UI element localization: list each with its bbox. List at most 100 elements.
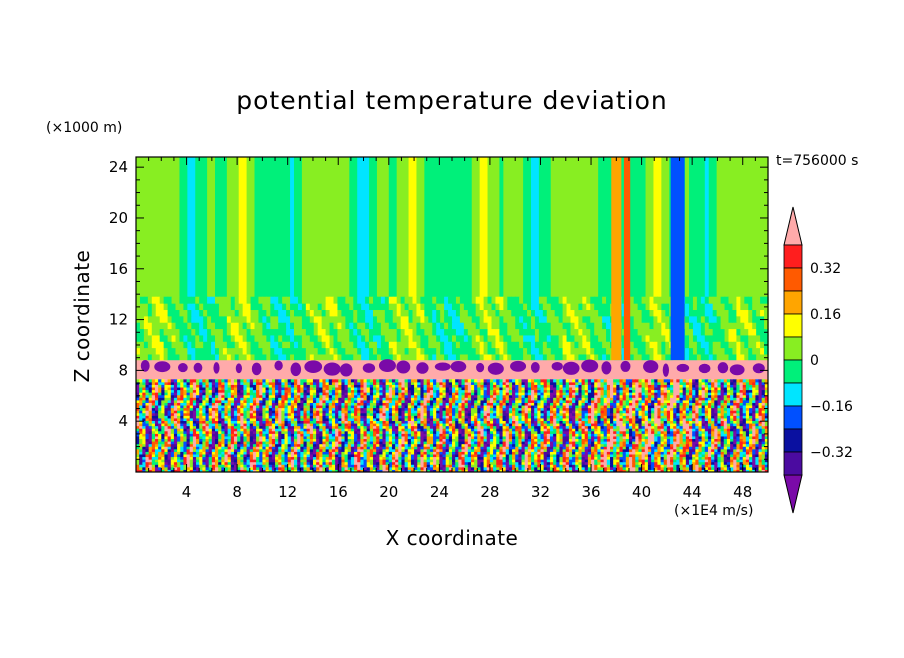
heatmap-cell — [379, 446, 383, 450]
heatmap-cell — [682, 441, 687, 445]
heatmap-cell — [505, 461, 510, 465]
heatmap-cell — [325, 469, 330, 473]
heatmap-cell — [313, 322, 319, 330]
heatmap-cell — [452, 353, 457, 361]
heatmap-cell — [158, 441, 162, 445]
heatmap-cell — [647, 453, 652, 458]
heatmap-cell — [321, 157, 327, 361]
heatmap-cell — [559, 453, 564, 458]
heatmap-cell — [764, 347, 769, 355]
heatmap-cell — [271, 451, 276, 455]
heatmap-cell — [297, 435, 301, 440]
heatmap-cell — [495, 322, 500, 330]
heatmap-cell — [203, 334, 208, 342]
heatmap-cell — [518, 453, 523, 458]
heatmap-cell — [382, 446, 387, 450]
heatmap-cell — [673, 453, 677, 458]
heatmap-cell — [322, 446, 327, 450]
heatmap-cell — [388, 438, 393, 442]
heatmap-cell — [448, 441, 453, 445]
heatmap-cell — [278, 453, 282, 458]
heatmap-cell — [645, 303, 651, 311]
heatmap-cell — [448, 353, 453, 361]
heatmap-cell — [341, 441, 346, 445]
heatmap-cell — [723, 464, 728, 468]
heatmap-cell — [519, 309, 524, 317]
heatmap-cell — [459, 328, 465, 336]
heatmap-cell — [354, 451, 358, 455]
heatmap-cell — [136, 309, 141, 317]
heatmap-cell — [644, 456, 649, 460]
heatmap-cell — [537, 448, 541, 452]
heatmap-cell — [301, 315, 307, 323]
heatmap-cell — [666, 464, 671, 468]
heatmap-cell — [665, 157, 670, 361]
heatmap-cell — [458, 435, 462, 440]
heatmap-cell — [312, 461, 317, 465]
heatmap-cell — [143, 347, 149, 355]
heatmap-cell — [309, 334, 315, 342]
heatmap-cell — [187, 341, 192, 349]
heatmap-cell — [183, 438, 188, 442]
heatmap-cell — [464, 443, 469, 447]
heatmap-cell — [173, 438, 178, 442]
heatmap-cell — [679, 441, 684, 445]
heatmap-cell — [602, 334, 607, 342]
heatmap-cell — [537, 464, 541, 468]
heatmap-cell — [151, 309, 157, 317]
heatmap-cell — [158, 430, 162, 434]
heatmap-cell — [700, 353, 706, 361]
heatmap-cell — [537, 456, 541, 460]
heatmap-cell — [565, 451, 570, 455]
heatmap-cell — [262, 459, 267, 463]
heatmap-cell — [398, 435, 402, 440]
heatmap-cell — [740, 296, 745, 304]
heatmap-cell — [440, 328, 445, 336]
heatmap-cell — [163, 353, 169, 361]
heatmap-cell — [391, 443, 396, 447]
heatmap-cell — [546, 334, 552, 342]
heatmap-cell — [726, 459, 731, 463]
heatmap-cell — [312, 464, 317, 468]
heatmap-cell — [587, 441, 592, 445]
heatmap-cell — [148, 459, 153, 463]
heatmap-cell — [499, 469, 504, 473]
heatmap-cell — [338, 433, 342, 437]
heatmap-cell — [278, 296, 283, 304]
heatmap-cell — [537, 451, 541, 455]
heatmap-cell — [151, 430, 156, 434]
heatmap-cell — [202, 469, 207, 473]
heatmap-cell — [361, 341, 366, 349]
heatmap-cell — [262, 464, 267, 468]
heatmap-cell — [379, 459, 383, 463]
heatmap-cell — [350, 459, 355, 463]
heatmap-cell — [145, 430, 150, 434]
heatmap-cell — [698, 453, 703, 458]
heatmap-cell — [603, 443, 608, 447]
heatmap-cell — [499, 446, 504, 450]
heatmap-cell — [606, 448, 611, 452]
heatmap-cell — [254, 309, 260, 317]
heatmap-cell — [344, 441, 349, 445]
heatmap-cell — [598, 296, 603, 304]
heatmap-cell — [143, 353, 149, 361]
heatmap-cell — [584, 459, 589, 463]
heatmap-cell — [215, 443, 219, 447]
heatmap-cell — [486, 430, 491, 434]
heatmap-cell — [252, 438, 257, 442]
heatmap-cell — [755, 443, 760, 447]
heatmap-cell — [376, 353, 382, 361]
heatmap-cell — [335, 438, 339, 442]
heatmap-cell — [553, 466, 557, 470]
heatmap-cell — [246, 433, 251, 437]
heatmap-cell — [290, 296, 295, 304]
heatmap-cell — [606, 296, 611, 304]
heatmap-cell — [448, 322, 453, 330]
heatmap-cell — [177, 441, 181, 445]
heatmap-cell — [578, 341, 583, 349]
heatmap-cell — [177, 459, 181, 463]
heatmap-cell — [300, 464, 304, 468]
heatmap-cell — [714, 451, 718, 455]
heatmap-cell — [502, 451, 507, 455]
heatmap-cell — [546, 464, 551, 468]
